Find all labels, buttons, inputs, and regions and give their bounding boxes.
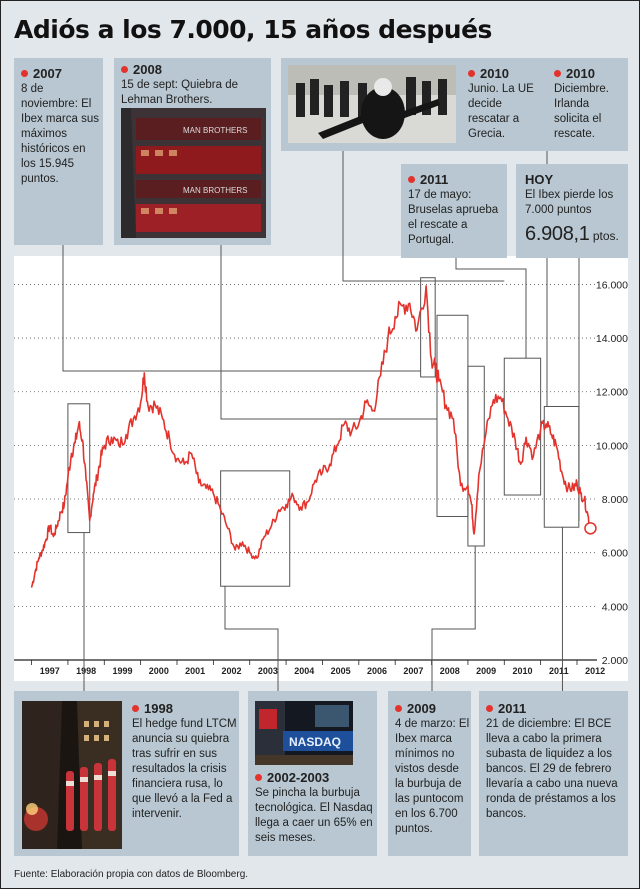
event-2009-text: 4 de marzo: El Ibex marca mínimos no vis… <box>395 718 470 835</box>
x-tick-label: 2011 <box>549 666 569 676</box>
event-2009-box: 2009 4 de marzo: El Ibex marca mínimos n… <box>388 691 471 856</box>
bullet-dot-icon <box>395 705 402 712</box>
connector-2011-may <box>455 258 527 359</box>
event-1998-year: 1998 <box>144 701 173 716</box>
y-tick-label: 6.000 <box>602 548 628 560</box>
event-2010b-text: Diciembre. Irlanda solicita el rescate. <box>554 83 609 140</box>
x-tick-label: 2009 <box>476 666 496 676</box>
y-tick-label: 12.000 <box>596 387 628 399</box>
bullet-dot-icon <box>468 70 475 77</box>
x-tick-label: 2007 <box>403 666 423 676</box>
event-2011a-text: 17 de mayo: Bruselas aprueba el rescate … <box>408 189 499 246</box>
greece-protest-photo <box>288 65 456 143</box>
connector-2007 <box>62 245 421 372</box>
today-text: El Ibex pierde los 7.000 puntos <box>525 189 614 216</box>
today-label: HOY <box>525 172 554 187</box>
event-2011b-year: 2011 <box>498 701 527 716</box>
bullet-dot-icon <box>554 70 561 77</box>
event-2010b-year: 2010 <box>566 66 595 81</box>
ibex-price-line <box>30 285 592 588</box>
connector-2009 <box>431 545 476 691</box>
event-2011-dec-box: 2011 21 de diciembre: El BCE lleva a cab… <box>479 691 628 856</box>
x-tick-label: 2000 <box>149 666 169 676</box>
nasdaq-photo: NASDAQ <box>255 701 353 765</box>
y-tick-label: 8.000 <box>602 494 628 506</box>
x-tick-label: 2002 <box>222 666 242 676</box>
x-tick-label: 2012 <box>585 666 605 676</box>
bullet-dot-icon <box>486 705 493 712</box>
connector-2008 <box>220 245 437 420</box>
event-2002-year: 2002-2003 <box>267 770 330 785</box>
highlight-2009 <box>467 365 485 547</box>
connector-group <box>62 151 580 691</box>
x-tick-label: 1997 <box>40 666 60 676</box>
bullet-dot-icon <box>132 705 139 712</box>
event-2010a-year: 2010 <box>480 66 509 81</box>
y-tick-label: 14.000 <box>596 333 628 345</box>
event-2010a-text: Junio. La UE decide rescatar a Grecia. <box>468 83 534 140</box>
x-tick-label: 2008 <box>440 666 460 676</box>
y-tick-label: 2.000 <box>602 655 628 667</box>
bullet-dot-icon <box>21 70 28 77</box>
x-tick-label: 1998 <box>76 666 96 676</box>
highlight-1998 <box>67 403 91 534</box>
connector-2002 <box>224 586 279 691</box>
connector-2010a <box>342 151 505 282</box>
event-2010-box: 2010 Junio. La UE decide rescatar a Grec… <box>281 58 628 151</box>
x-tick-label: 2006 <box>367 666 387 676</box>
lehman-building-photo: MAN BROTHERS MAN BROTHERS <box>121 108 266 238</box>
event-2008-year: 2008 <box>133 62 162 77</box>
event-2007-text: 8 de noviembre: El Ibex marca sus máximo… <box>21 83 99 185</box>
bullet-dot-icon <box>121 66 128 73</box>
event-1998-text: El hedge fund LTCM anuncia su quiebra tr… <box>132 718 237 820</box>
lehman-sign-top: MAN BROTHERS <box>183 126 247 135</box>
source-note: Fuente: Elaboración propia con datos de … <box>14 869 249 880</box>
event-1998-box: 1998 El hedge fund LTCM anuncia su quieb… <box>14 691 239 856</box>
x-tick-label: 2003 <box>258 666 278 676</box>
wall-street-photo <box>22 701 122 849</box>
page-title: Adiós a los 7.000, 15 años después <box>14 15 492 44</box>
y-tick-label: 10.000 <box>596 440 628 452</box>
event-2011a-year: 2011 <box>420 172 449 187</box>
event-2011b-text: 21 de diciembre: El BCE lleva a cabo la … <box>486 718 618 820</box>
x-tick-label: 1999 <box>112 666 132 676</box>
today-value: 6.908,1 <box>525 223 590 245</box>
event-2009-year: 2009 <box>407 701 436 716</box>
today-box: HOY El Ibex pierde los 7.000 puntos 6.90… <box>516 164 628 258</box>
event-2011-may-box: 2011 17 de mayo: Bruselas aprueba el res… <box>401 164 507 258</box>
x-tick-label: 2010 <box>512 666 532 676</box>
x-tick-label: 2005 <box>331 666 351 676</box>
highlight-2002 <box>220 470 291 587</box>
event-2008-text: 15 de sept: Quiebra de Lehman Brothers. <box>121 79 238 106</box>
event-2007-year: 2007 <box>33 66 62 81</box>
bullet-dot-icon <box>255 774 262 781</box>
event-2002-text: Se pincha la burbuja tecnológica. El Nas… <box>255 787 373 844</box>
x-tick-label: 2004 <box>294 666 314 676</box>
plot-background <box>14 256 628 681</box>
event-2002-box: NASDAQ 2002-2003 Se pincha la burbuja te… <box>248 691 377 856</box>
current-value-marker <box>584 522 597 535</box>
nasdaq-sign: NASDAQ <box>289 735 341 749</box>
today-unit: ptos. <box>592 229 619 243</box>
highlight-2007 <box>420 277 436 378</box>
x-tick-label: 2001 <box>185 666 205 676</box>
y-tick-label: 16.000 <box>596 279 628 291</box>
event-2007-box: 2007 8 de noviembre: El Ibex marca sus m… <box>14 58 103 245</box>
y-tick-label: 4.000 <box>602 601 628 613</box>
lehman-sign-bottom: MAN BROTHERS <box>183 186 247 195</box>
event-2008-box: 2008 15 de sept: Quiebra de Lehman Broth… <box>114 58 271 245</box>
bullet-dot-icon <box>408 176 415 183</box>
